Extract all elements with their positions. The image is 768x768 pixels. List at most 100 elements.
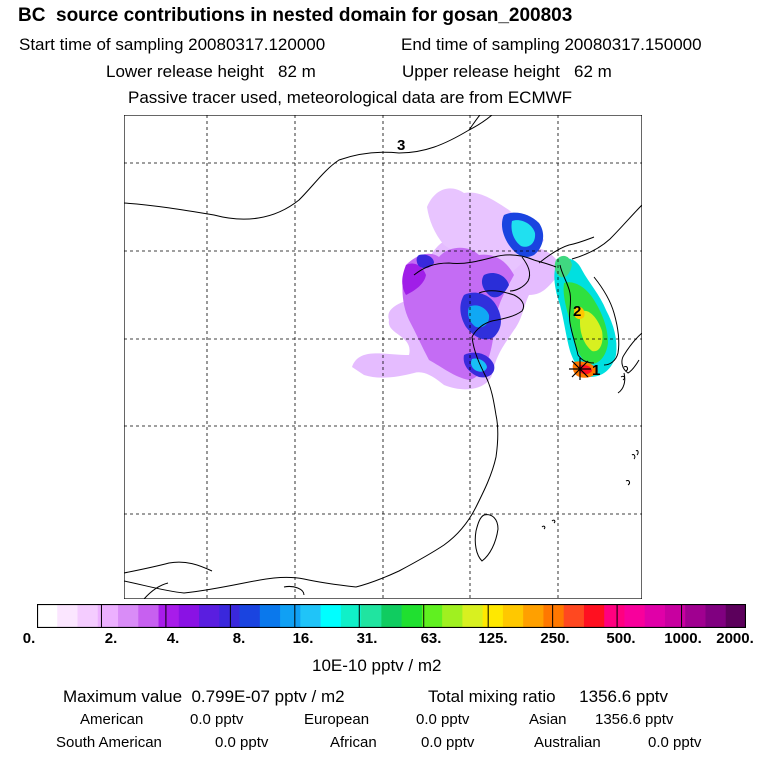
plume-korea-north: [554, 255, 572, 278]
colorbar-cell: [421, 604, 443, 628]
colorbar-unit: 10E-10 pptv / m2: [312, 656, 442, 675]
coast-bohai: [413, 254, 557, 276]
colorbar-cell: [219, 604, 241, 628]
colorbar-cell: [97, 604, 119, 628]
colorbar-cell: [239, 604, 261, 628]
end-time: End time of sampling 20080317.150000: [401, 35, 702, 54]
european-value: 0.0 pptv: [416, 711, 470, 728]
colorbar-border: [37, 604, 746, 628]
lower-release-height: Lower release height 82 m: [106, 62, 316, 81]
tick-label-31: 31.: [356, 630, 378, 647]
colorbar-cell: [664, 604, 686, 628]
colorbar-cell: [340, 604, 362, 628]
tracer-note: Passive tracer used, meteorological data…: [128, 88, 573, 107]
colorbar-cell: [523, 604, 544, 628]
plume-core-2: [467, 305, 490, 328]
concentration-map: 1 2 3: [124, 115, 642, 599]
colorbar-cell: [482, 604, 504, 628]
plume-top: [427, 188, 544, 285]
tick-label-16: 16.: [292, 630, 314, 647]
tick-label-4: 4.: [166, 630, 180, 647]
colorbar-cell: [138, 604, 160, 628]
colorbar-cell: [624, 604, 646, 628]
plot-title: BC source contributions in nested domain…: [18, 5, 573, 26]
colorbar-cell: [259, 604, 281, 628]
south-american-label: South American: [56, 734, 162, 751]
colorbar-cell: [300, 604, 322, 628]
colorbar-cell: [381, 604, 403, 628]
tick-label-8: 8.: [232, 630, 246, 647]
colorbar-cell: [158, 604, 180, 628]
colorbar-cell: [280, 604, 301, 628]
coast-china-south: [124, 576, 357, 594]
colorbar-cell: [57, 604, 79, 628]
tick-label-125: 125.: [478, 630, 508, 647]
map-label-1: 1: [592, 362, 600, 379]
tick-label-500: 500.: [606, 630, 636, 647]
max-value: Maximum value 0.799E-07 pptv / m2: [63, 687, 345, 706]
colorbar-cell: [705, 604, 727, 628]
coast-korea-west: [559, 264, 595, 364]
asian-value: 1356.6 pptv: [595, 711, 674, 728]
african-label: African: [330, 734, 377, 751]
coastline-layer: [124, 115, 642, 599]
asian-label: Asian: [529, 711, 567, 728]
receptor-star-icon: [569, 358, 591, 380]
border-laos: [143, 582, 169, 599]
colorbar-cell: [583, 604, 605, 628]
coast-hainan: [283, 586, 305, 596]
colorbar-cell: [685, 604, 706, 628]
map-label-2: 2: [573, 303, 581, 320]
plume-hotspot-2: [574, 306, 585, 320]
tick-label-1000: 1000.: [664, 630, 702, 647]
colorbar-cell: [320, 604, 342, 628]
start-time: Start time of sampling 20080317.120000: [19, 35, 326, 54]
tick-label-250: 250.: [540, 630, 570, 647]
coast-korea-east: [593, 276, 620, 366]
colorbar-cell: [502, 604, 524, 628]
plume-core-4: [471, 358, 487, 372]
border-mongolia: [124, 115, 493, 220]
australian-label: Australian: [534, 734, 601, 751]
coast-japan: [621, 332, 642, 374]
african-value: 0.0 pptv: [421, 734, 475, 751]
australian-value: 0.0 pptv: [648, 734, 702, 751]
coast-china-east: [355, 336, 499, 588]
american-value: 0.0 pptv: [190, 711, 244, 728]
colorbar-cell: [604, 604, 625, 628]
colorbar-cell: [77, 604, 99, 628]
colorbar: [37, 604, 746, 628]
upper-release-height: Upper release height 62 m: [402, 62, 612, 81]
colorbar-cell: [118, 604, 139, 628]
coast-russia: [571, 204, 642, 260]
plume-core-8: [416, 254, 434, 269]
tick-label-0: 0.: [22, 630, 36, 647]
colorbar-cell: [401, 604, 423, 628]
colorbar-cell: [361, 604, 382, 628]
coast-taiwan: [474, 514, 499, 562]
tick-label-2: 2.: [104, 630, 118, 647]
colorbar-cell: [178, 604, 200, 628]
grid-layer: [124, 115, 642, 599]
american-label: American: [80, 711, 144, 728]
coast-shandong: [471, 290, 525, 338]
border-vietnam: [124, 561, 213, 574]
coast-ryukyu: [541, 366, 639, 530]
colorbar-cell: [543, 604, 565, 628]
colorbar-cell: [644, 604, 666, 628]
colorbar-cell: [37, 604, 58, 628]
map-label-3: 3: [397, 137, 405, 154]
coast-kyushu: [617, 372, 626, 394]
colorbar-cell: [563, 604, 585, 628]
plume-layer: [352, 188, 617, 390]
colorbar-cell: [199, 604, 220, 628]
tick-label-63: 63.: [420, 630, 442, 647]
south-american-value: 0.0 pptv: [215, 734, 269, 751]
colorbar-cell: [442, 604, 463, 628]
colorbar-cell: [462, 604, 484, 628]
tick-label-2000: 2000.: [716, 630, 754, 647]
coast-liaodong: [509, 256, 531, 292]
total-mixing-ratio: Total mixing ratio 1356.6 pptv: [428, 687, 669, 706]
plume-korea-yellow: [580, 310, 603, 352]
colorbar-cell: [725, 604, 746, 628]
